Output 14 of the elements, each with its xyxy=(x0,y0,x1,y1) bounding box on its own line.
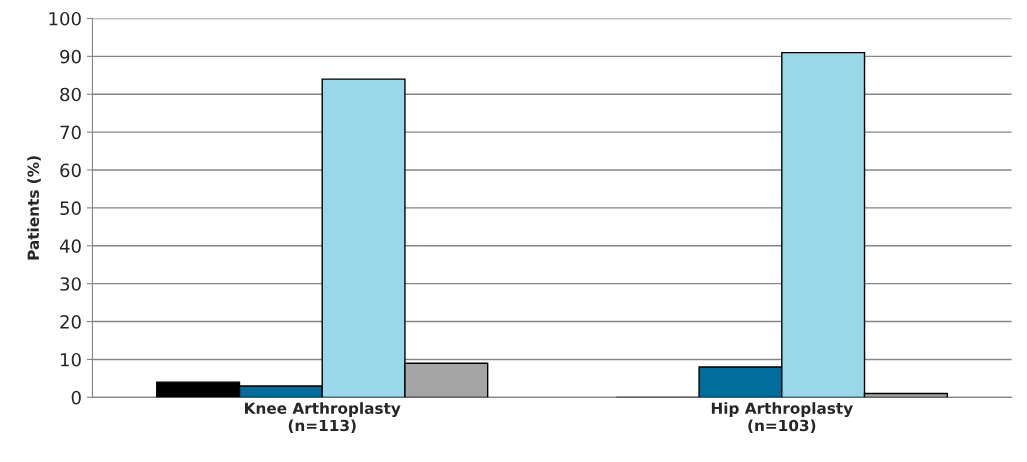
y-tick-label: 80 xyxy=(60,87,81,102)
y-tick-label: 10 xyxy=(61,352,81,367)
y-tick-label: 40 xyxy=(59,239,81,253)
y-tick-label: 70 xyxy=(60,125,81,140)
y-tick-label: 60 xyxy=(60,163,81,178)
y-tick-label: 50 xyxy=(60,201,81,216)
y-tick-label: 20 xyxy=(60,315,81,329)
y-tick-label: 30 xyxy=(60,277,81,291)
y-tick-label: 100 xyxy=(49,11,81,26)
x-tick-label: Hip Arthroplasty (n=103) xyxy=(711,402,853,434)
y-axis-title: Patients (%) xyxy=(27,156,41,260)
x-tick-label: Knee Arthroplasty (n=113) xyxy=(245,402,401,434)
y-tick-label: 0 xyxy=(71,390,81,405)
y-tick-label: 90 xyxy=(60,49,81,64)
